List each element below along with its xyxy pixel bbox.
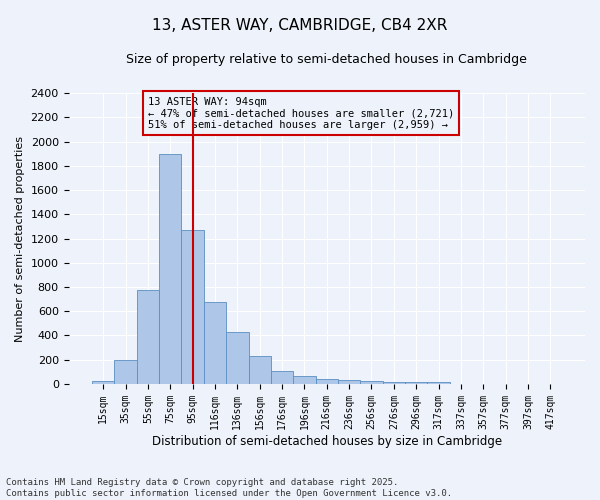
Bar [271, 370, 293, 384]
Y-axis label: Number of semi-detached properties: Number of semi-detached properties [15, 136, 25, 342]
Text: 13, ASTER WAY, CAMBRIDGE, CB4 2XR: 13, ASTER WAY, CAMBRIDGE, CB4 2XR [152, 18, 448, 32]
Bar [383, 382, 405, 384]
Text: 13 ASTER WAY: 94sqm
← 47% of semi-detached houses are smaller (2,721)
51% of sem: 13 ASTER WAY: 94sqm ← 47% of semi-detach… [148, 96, 454, 130]
Bar [92, 381, 115, 384]
Bar [405, 382, 427, 384]
Bar [137, 290, 159, 384]
Bar [226, 332, 248, 384]
Title: Size of property relative to semi-detached houses in Cambridge: Size of property relative to semi-detach… [127, 52, 527, 66]
Bar [248, 356, 271, 384]
Bar [427, 382, 450, 384]
Bar [115, 360, 137, 384]
Bar [338, 380, 361, 384]
Bar [159, 154, 181, 384]
Text: Contains HM Land Registry data © Crown copyright and database right 2025.
Contai: Contains HM Land Registry data © Crown c… [6, 478, 452, 498]
Bar [293, 376, 316, 384]
X-axis label: Distribution of semi-detached houses by size in Cambridge: Distribution of semi-detached houses by … [152, 434, 502, 448]
Bar [361, 381, 383, 384]
Bar [316, 378, 338, 384]
Bar [181, 230, 204, 384]
Bar [204, 302, 226, 384]
